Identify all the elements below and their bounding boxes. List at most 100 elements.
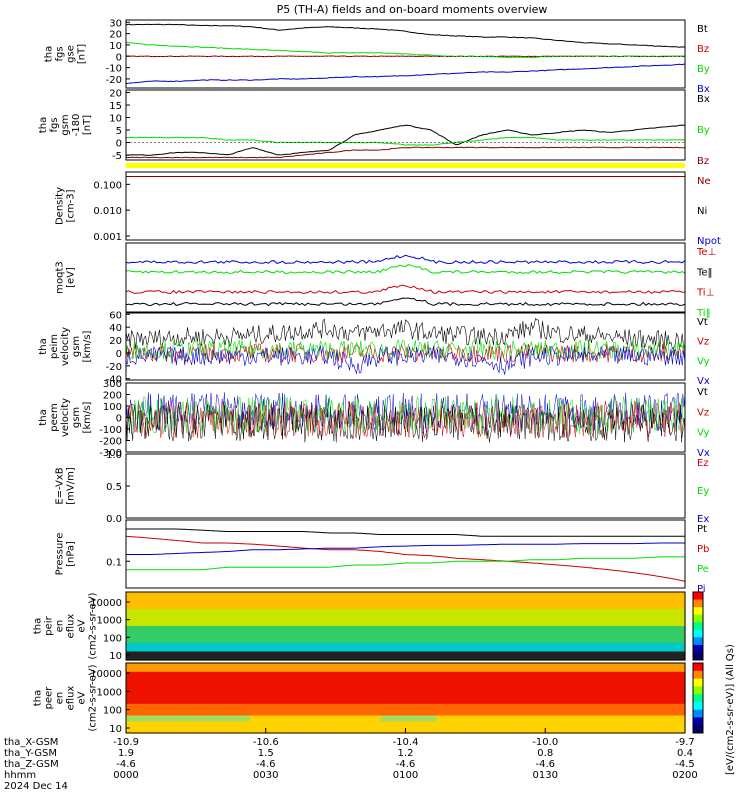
heatmap-cell	[517, 677, 525, 682]
heatmap-cell	[355, 677, 363, 682]
y-tick-label: 1000	[97, 616, 122, 627]
heatmap-cell	[225, 597, 233, 602]
heatmap-cell	[250, 727, 257, 731]
series-line-Pb	[125, 535, 686, 582]
heatmap-cell	[219, 654, 226, 658]
heatmap-cell	[486, 712, 493, 717]
heatmap-cell	[436, 628, 444, 633]
heatmap-cell	[560, 651, 568, 655]
heatmap-cell	[480, 611, 487, 616]
heatmap-cell	[275, 721, 282, 725]
heatmap-cell	[287, 686, 295, 690]
heatmap-cell	[231, 700, 239, 705]
heatmap-cell	[213, 606, 220, 610]
heatmap-cell	[560, 663, 568, 667]
heatmap-cell	[126, 637, 133, 641]
heatmap-cell	[641, 623, 649, 627]
heatmap-cell	[200, 626, 208, 630]
heatmap-cell	[511, 597, 518, 602]
heatmap-cell	[604, 620, 612, 624]
heatmap-cell	[579, 668, 587, 673]
heatmap-cell	[250, 654, 257, 658]
heatmap-cell	[343, 634, 351, 638]
y-tick-label: -10	[106, 64, 122, 75]
heatmap-cell	[293, 689, 301, 693]
legend-entry-Pb: Pb	[697, 544, 709, 555]
heatmap-cell	[331, 703, 338, 708]
heatmap-cell	[666, 626, 674, 630]
heatmap-cell	[535, 620, 543, 624]
heatmap-cell	[312, 623, 320, 627]
heatmap-cell	[455, 671, 462, 676]
heatmap-cell	[380, 654, 388, 658]
heatmap-cell	[188, 592, 195, 596]
heatmap-cell	[535, 626, 543, 630]
heatmap-cell	[647, 623, 655, 627]
heatmap-cell	[293, 692, 301, 696]
heatmap-cell	[157, 609, 164, 613]
heatmap-cell	[386, 657, 394, 661]
heatmap-cell	[535, 715, 543, 719]
heatmap-cell	[629, 724, 636, 728]
y-tick-label: 20	[109, 89, 122, 100]
heatmap-cell	[604, 654, 612, 658]
heatmap-cell	[393, 715, 400, 719]
heatmap-cell	[480, 631, 487, 636]
heatmap-cell	[473, 689, 481, 693]
heatmap-cell	[144, 703, 152, 708]
heatmap-cell	[380, 730, 388, 734]
heatmap-cell	[535, 718, 543, 722]
heatmap-cell	[188, 677, 195, 682]
heatmap-cell	[181, 724, 189, 728]
heatmap-cell	[653, 617, 661, 621]
heatmap-cell	[486, 648, 493, 653]
heatmap-cell	[244, 651, 251, 655]
heatmap-cell	[337, 718, 344, 722]
heatmap-cell	[417, 603, 425, 607]
heatmap-cell	[287, 703, 295, 708]
heatmap-cell	[268, 606, 276, 610]
heatmap-cell	[132, 718, 139, 722]
heatmap-cell	[517, 712, 525, 717]
heatmap-cell	[411, 721, 419, 725]
heatmap-cell	[660, 628, 667, 633]
heatmap-cell	[200, 617, 208, 621]
heatmap-cell	[672, 700, 680, 705]
heatmap-cell	[442, 597, 450, 602]
heatmap-cell	[417, 721, 425, 725]
heatmap-cell	[306, 597, 313, 602]
heatmap-cell	[281, 674, 289, 679]
heatmap-cell	[244, 597, 251, 602]
heatmap-cell	[368, 606, 375, 610]
heatmap-cell	[231, 718, 239, 722]
heatmap-cell	[405, 603, 413, 607]
heatmap-cell	[163, 727, 171, 731]
y-axis-label-word: en	[55, 692, 66, 705]
heatmap-cell	[194, 689, 202, 693]
y-tick-label: 0.100	[93, 180, 122, 191]
heatmap-cell	[641, 603, 649, 607]
heatmap-cell	[467, 592, 475, 596]
heatmap-cell	[150, 706, 158, 711]
heatmap-cell	[355, 703, 363, 708]
heatmap-cell	[467, 620, 475, 624]
heatmap-cell	[647, 600, 655, 604]
heatmap-cell	[635, 692, 643, 696]
heatmap-cell	[449, 668, 456, 673]
heatmap-cell	[144, 637, 152, 641]
heatmap-cell	[355, 606, 363, 610]
heatmap-cell	[449, 692, 456, 696]
heatmap-cell	[293, 703, 301, 708]
heatmap-cell	[461, 614, 469, 619]
heatmap-cell	[629, 700, 636, 705]
heatmap-cell	[349, 640, 357, 644]
legend-entry-Ex: Ex	[697, 514, 709, 525]
heatmap-cell	[157, 597, 164, 602]
heatmap-cell	[355, 686, 363, 690]
heatmap-cell	[405, 698, 413, 702]
heatmap-cell	[306, 654, 313, 658]
heatmap-cell	[126, 674, 133, 679]
heatmap-cell	[380, 668, 388, 673]
heatmap-cell	[225, 689, 233, 693]
heatmap-cell	[380, 626, 388, 630]
